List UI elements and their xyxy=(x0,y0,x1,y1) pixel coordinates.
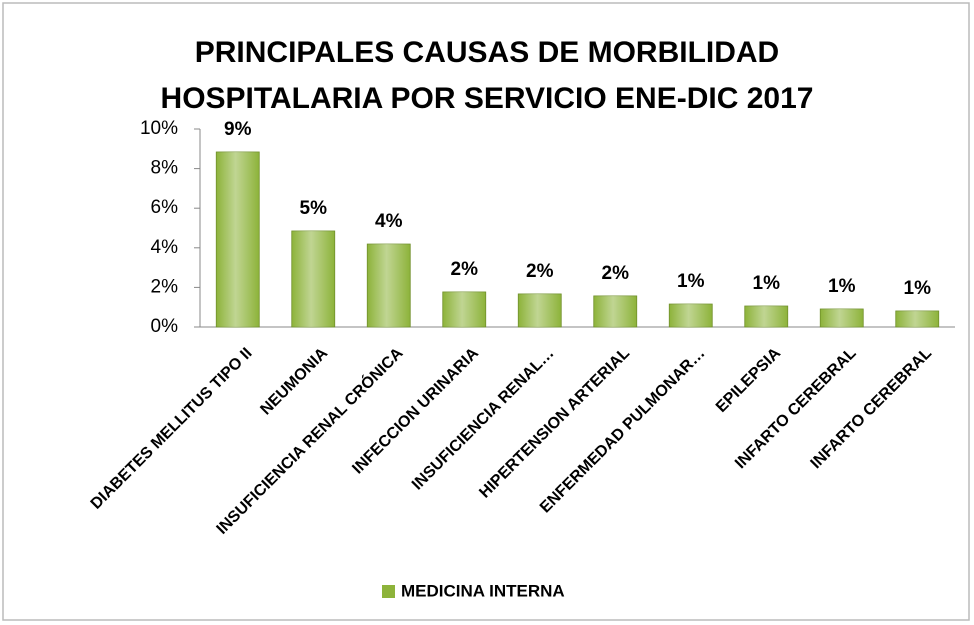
legend-swatch xyxy=(382,585,395,598)
data-label: 1% xyxy=(904,278,932,299)
bar xyxy=(215,151,260,328)
bar xyxy=(291,230,336,328)
data-label: 2% xyxy=(602,263,630,284)
y-tick-label: 2% xyxy=(151,276,179,297)
y-tick-label: 6% xyxy=(151,197,179,218)
data-label: 2% xyxy=(526,261,554,282)
bar xyxy=(744,305,789,328)
y-tick-label: 4% xyxy=(151,237,179,258)
bar xyxy=(366,243,411,328)
data-label: 5% xyxy=(300,198,328,219)
bar xyxy=(517,293,562,328)
data-label: 2% xyxy=(451,259,479,280)
data-label: 9% xyxy=(224,119,252,140)
bar xyxy=(895,310,940,328)
y-tick-label: 10% xyxy=(140,118,178,139)
bar xyxy=(819,308,864,328)
chart-title: PRINCIPALES CAUSAS DE MORBILIDAD HOSPITA… xyxy=(160,36,814,115)
y-tick-label: 0% xyxy=(151,316,179,337)
data-label: 1% xyxy=(753,273,781,294)
legend-label: MEDICINA INTERNA xyxy=(401,581,565,600)
bar xyxy=(668,303,713,328)
y-tick-label: 8% xyxy=(151,158,179,179)
data-label: 1% xyxy=(677,271,705,292)
bar xyxy=(442,291,487,328)
data-label: 4% xyxy=(375,211,403,232)
data-label: 1% xyxy=(828,276,856,297)
bar xyxy=(593,295,638,328)
